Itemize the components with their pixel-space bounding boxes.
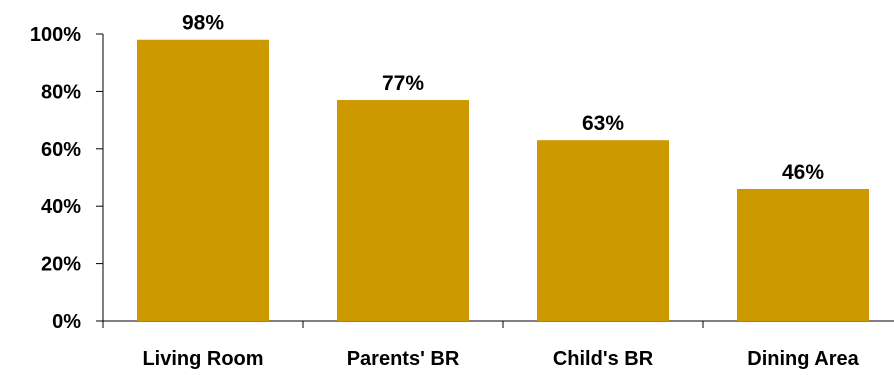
x-category-label: Dining Area — [747, 348, 859, 370]
data-label: 46% — [782, 161, 824, 184]
bar — [537, 140, 669, 321]
bar — [137, 39, 269, 322]
bar — [737, 188, 869, 321]
labels: 98% Living Room 77% Parents' BR 63% Child's B… — [142, 12, 859, 370]
x-category-label: Parents' BR — [347, 348, 460, 370]
x-category-label: Child's BR — [553, 348, 654, 370]
data-label: 77% — [382, 72, 424, 95]
data-label: 63% — [582, 112, 624, 135]
y-tick-label: 40% — [41, 196, 81, 218]
y-tick-label: 60% — [41, 139, 81, 161]
x-category-label: Living Room — [142, 348, 263, 370]
bars — [137, 39, 869, 322]
y-tick-label: 80% — [41, 81, 81, 103]
y-tick-label: 0% — [52, 311, 81, 333]
y-tick-label: 20% — [41, 254, 81, 276]
data-label: 98% — [182, 12, 224, 35]
y-tick-label: 100% — [30, 24, 81, 46]
bar — [337, 100, 469, 321]
